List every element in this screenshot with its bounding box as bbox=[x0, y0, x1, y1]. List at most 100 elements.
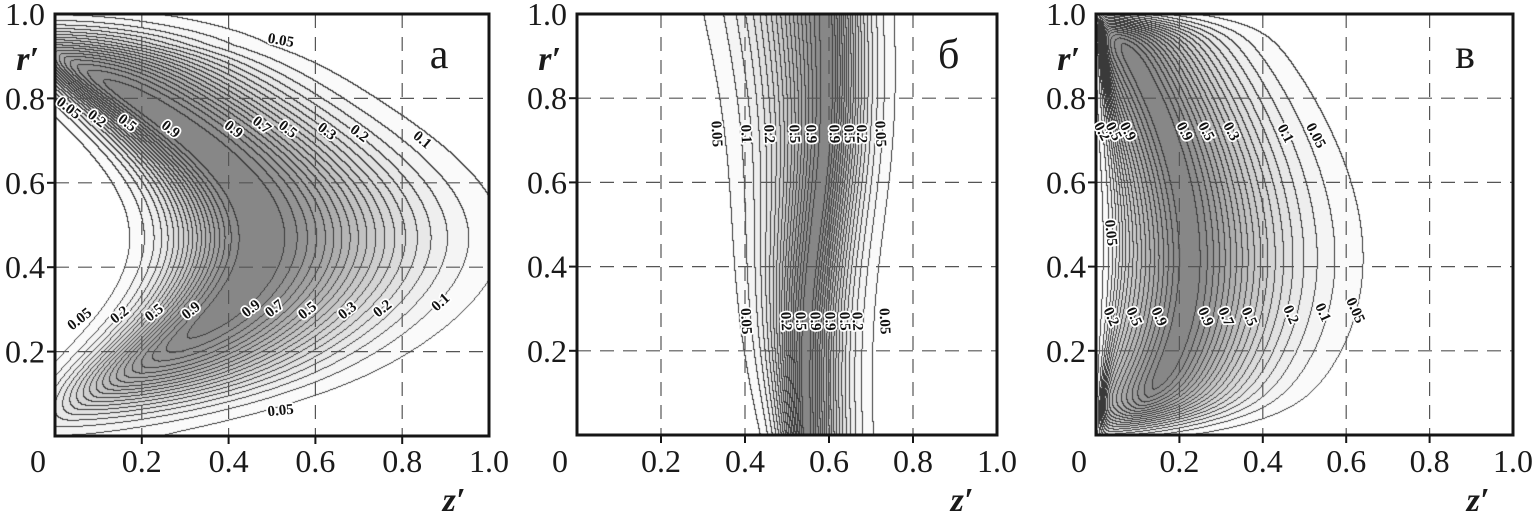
contour-level-label: 0.5 bbox=[142, 301, 167, 325]
x-tick-label: 0.4 bbox=[1243, 443, 1283, 479]
plot-border bbox=[53, 12, 491, 438]
x-tick-label: 1.0 bbox=[469, 443, 509, 479]
x-tick-label: 0.4 bbox=[209, 443, 249, 479]
contour-level-label: 0.1 bbox=[429, 290, 454, 314]
contour-level-label: 0.5 bbox=[1122, 305, 1144, 329]
contour-level-label: 0.3 bbox=[1219, 120, 1242, 144]
x-tick-label: 0.2 bbox=[1159, 443, 1199, 479]
plot-border bbox=[1094, 12, 1515, 437]
contour-level-label: 0.9 bbox=[1116, 120, 1139, 144]
x-tick-label: 0 bbox=[552, 443, 568, 479]
x-tick-label: 0.4 bbox=[725, 443, 765, 479]
y-tick-label: 0.2 bbox=[5, 334, 45, 370]
contour-level-label: 0.9 bbox=[221, 118, 246, 142]
contour-level-label: 0.2 bbox=[84, 107, 109, 131]
contour-level-label: 0.5 bbox=[295, 299, 320, 323]
panel-letter-в: в bbox=[1455, 32, 1475, 78]
panel-letter-б: б bbox=[938, 32, 959, 78]
contour-level-label: 0.1 bbox=[410, 128, 435, 152]
x-axis-title: z′ bbox=[1466, 482, 1490, 519]
contour-level-label: 0.5 bbox=[792, 311, 809, 331]
contour-level-label: 0.5 bbox=[275, 118, 300, 142]
contour-level-label: 0.2 bbox=[370, 297, 395, 321]
x-tick-label: 0.8 bbox=[382, 443, 422, 479]
contour-level-label: 0.05 bbox=[65, 305, 96, 334]
y-axis-title: r′ bbox=[1057, 41, 1080, 78]
contour-level-label: 0.5 bbox=[836, 311, 853, 331]
x-tick-label: 0.2 bbox=[641, 443, 681, 479]
x-tick-label: 0.2 bbox=[122, 443, 162, 479]
contour-level-label: 0.7 bbox=[249, 113, 274, 137]
contour-level-label: 0.9 bbox=[821, 311, 838, 331]
contour-level-label: 0.05 bbox=[267, 402, 295, 421]
contour-level-label: 0.2 bbox=[1100, 305, 1122, 329]
contour-level-label: 0.2 bbox=[760, 124, 777, 144]
contour-level-label: 0.3 bbox=[335, 299, 360, 323]
y-tick-label: 0.8 bbox=[5, 80, 45, 116]
contour-level-label: 0.05 bbox=[1302, 120, 1328, 151]
contour-plot-canvas-в bbox=[1096, 14, 1513, 435]
y-axis-title: r′ bbox=[538, 41, 561, 78]
contour-level-label: 0.9 bbox=[802, 124, 819, 144]
y-axis-title: r′ bbox=[16, 41, 39, 78]
contour-level-label: 0.9 bbox=[158, 118, 183, 142]
y-tick-label: 0.8 bbox=[1046, 80, 1086, 116]
y-tick-label: 1.0 bbox=[5, 0, 45, 32]
x-tick-label: 0 bbox=[1071, 443, 1087, 479]
contour-level-label: 0.5 bbox=[115, 111, 140, 135]
y-tick-label: 0.4 bbox=[527, 249, 567, 285]
contour-level-label: 0.9 bbox=[1194, 305, 1216, 329]
contour-level-label: 0.05 bbox=[871, 120, 888, 147]
contour-level-label: 0.1 bbox=[1274, 122, 1297, 146]
contour-level-label: 0.5 bbox=[785, 124, 802, 144]
contour-level-label: 0.2 bbox=[1279, 303, 1301, 327]
x-tick-label: 0.8 bbox=[893, 443, 933, 479]
contour-level-label: 0.9 bbox=[806, 311, 823, 331]
x-tick-label: 0.6 bbox=[809, 443, 849, 479]
panel-overlay-а: 0 0.2 0.4 0.6 0.8 1.0 1.0 0.8 0.6 0.4 0.2 z′ r′ а 0.05… bbox=[5, 0, 509, 519]
contour-level-label: 0.05 bbox=[737, 308, 754, 335]
x-axis-title: z′ bbox=[950, 482, 974, 519]
y-tick-label: 0.6 bbox=[527, 164, 567, 200]
panel-overlay-б: 0 0.2 0.4 0.6 0.8 1.0 1.0 0.8 0.6 0.4 0.2 z′ r′ б 0.05… bbox=[527, 0, 1017, 519]
y-tick-label: 0.2 bbox=[1046, 333, 1086, 369]
contour-level-label: 0.05 bbox=[875, 308, 892, 335]
contour-level-label: 0.7 bbox=[262, 297, 287, 321]
contour-level-label: 0.2 bbox=[848, 311, 865, 331]
contour-level-label: 0.1 bbox=[1311, 301, 1333, 325]
x-tick-label: 1.0 bbox=[1493, 443, 1533, 479]
y-tick-label: 0.6 bbox=[1046, 164, 1086, 200]
y-tick-label: 1.0 bbox=[527, 0, 567, 32]
contour-level-label: 0.05 bbox=[707, 120, 724, 147]
contour-level-label: 0.2 bbox=[853, 124, 870, 144]
x-tick-label: 0.8 bbox=[1410, 443, 1450, 479]
x-tick-label: 0.6 bbox=[295, 443, 335, 479]
contour-level-label: 0.2 bbox=[107, 303, 132, 327]
x-tick-label: 0.6 bbox=[1326, 443, 1366, 479]
contour-level-label: 0.9 bbox=[1147, 305, 1169, 329]
y-tick-label: 0.4 bbox=[1046, 249, 1086, 285]
contour-level-label: 0.9 bbox=[825, 124, 842, 144]
contour-plot-canvas-а bbox=[55, 14, 489, 436]
contour-level-label: 0.5 bbox=[1194, 120, 1217, 144]
contour-level-label: 0.5 bbox=[840, 124, 857, 144]
contour-level-label: 0.7 bbox=[1214, 305, 1236, 329]
contour-level-label: 0.2 bbox=[777, 311, 794, 331]
y-tick-label: 0.8 bbox=[527, 80, 567, 116]
y-tick-label: 0.6 bbox=[5, 165, 45, 201]
contour-level-label: 0.9 bbox=[239, 297, 264, 321]
x-axis-title: z′ bbox=[442, 482, 466, 519]
plot-border bbox=[575, 12, 999, 437]
contour-level-label: 0.2 bbox=[347, 122, 372, 146]
x-tick-label: 1.0 bbox=[977, 443, 1017, 479]
y-tick-label: 0.4 bbox=[5, 249, 45, 285]
y-tick-label: 1.0 bbox=[1046, 0, 1086, 32]
x-tick-label: 0 bbox=[30, 443, 46, 479]
contour-level-label: 0.05 bbox=[1101, 219, 1120, 247]
panel-overlay-в: 0 0.2 0.4 0.6 0.8 1.01.00.80.60.40.2z′r′ в0.20… bbox=[1046, 0, 1533, 519]
panel-letter-а: а bbox=[430, 32, 449, 78]
contour-plot-canvas-б bbox=[577, 14, 997, 435]
contour-level-label: 0.05 bbox=[266, 31, 295, 51]
contour-level-label: 0.3 bbox=[314, 120, 339, 144]
